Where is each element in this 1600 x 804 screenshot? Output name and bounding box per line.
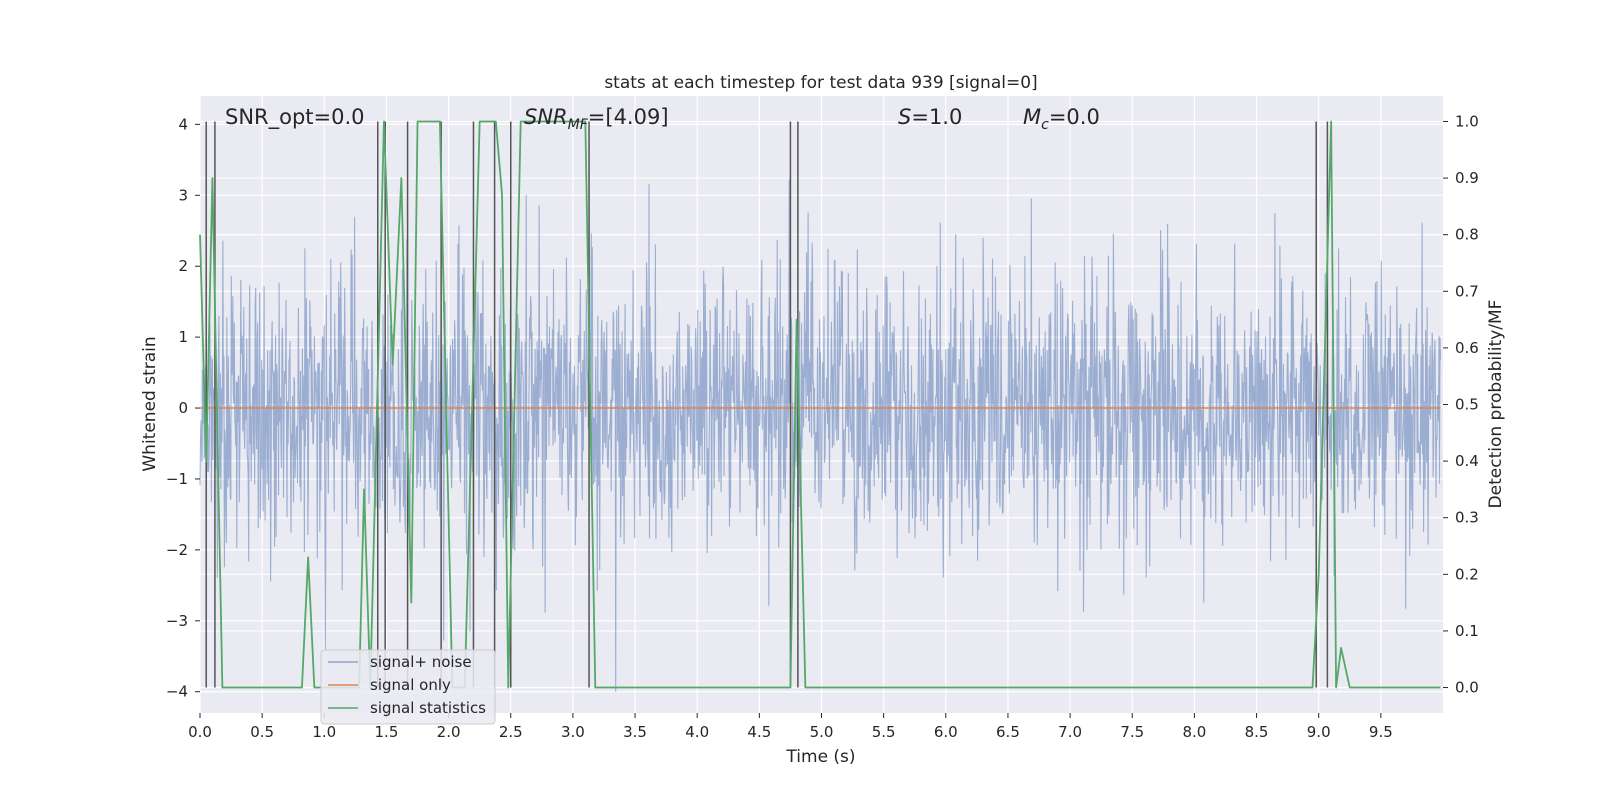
y-tick-label: 2: [178, 257, 188, 275]
y-tick-label: −3: [166, 612, 188, 630]
y-tick-label: 4: [178, 115, 188, 133]
x-tick-label: 6.0: [934, 723, 958, 741]
y2-tick-label: 0.6: [1455, 339, 1479, 357]
annotation-snr-mf-label: SNR: [524, 105, 568, 129]
y2-tick-label: 0.4: [1455, 452, 1479, 470]
x-tick-label: 2.5: [499, 723, 523, 741]
y2-tick-label: 0.9: [1455, 169, 1479, 187]
x-tick-label: 8.0: [1182, 723, 1206, 741]
annotation-snr-mf-value: =[4.09]: [588, 105, 669, 129]
legend-label-signal-noise: signal+ noise: [370, 653, 472, 671]
y2-tick-label: 0.5: [1455, 396, 1479, 414]
annotation-mc-sub: c: [1041, 117, 1049, 133]
y2-tick-label: 1.0: [1455, 112, 1479, 130]
x-tick-label: 3.5: [623, 723, 647, 741]
y-axis-label: Whitened strain: [140, 336, 160, 471]
legend-label-signal-only: signal only: [370, 676, 451, 694]
x-tick-label: 3.0: [561, 723, 585, 741]
y2-tick-label: 0.0: [1455, 679, 1479, 697]
annotation-snr-opt: SNR_opt=0.0: [225, 105, 365, 130]
legend-label-signal-statistics: signal statistics: [370, 699, 486, 717]
x-tick-label: 6.5: [996, 723, 1020, 741]
y2-axis-label: Detection probability/MF: [1486, 300, 1506, 509]
y2-axis-ticks: 0.0 0.1 0.2 0.3 0.4 0.5 0.6 0.7 0.8 0.9 1.0: [1443, 112, 1479, 697]
signal-noise-line: [199, 179, 1442, 692]
y-tick-label: −2: [166, 541, 188, 559]
y-axis-ticks: −4 −3 −2 −1 0 1 2 3 4: [166, 115, 200, 701]
x-tick-label: 9.5: [1369, 723, 1393, 741]
y2-tick-label: 0.8: [1455, 226, 1479, 244]
x-tick-label: 5.0: [810, 723, 834, 741]
annotations: SNR_opt=0.0 SNRMF=[4.09] S=1.0 Mc=0.0: [225, 105, 1100, 133]
grid: [199, 96, 1443, 713]
x-tick-label: 1.5: [375, 723, 399, 741]
y-tick-label: 0: [178, 399, 188, 417]
x-tick-label: 5.5: [872, 723, 896, 741]
x-tick-label: 0.0: [188, 723, 212, 741]
x-tick-label: 4.5: [747, 723, 771, 741]
annotation-snr-mf-sub: MF: [568, 117, 589, 133]
x-tick-label: 7.0: [1058, 723, 1082, 741]
x-tick-label: 9.0: [1307, 723, 1331, 741]
annotation-mc-value: =0.0: [1049, 105, 1100, 129]
y-tick-label: 1: [178, 328, 188, 346]
x-tick-label: 7.5: [1120, 723, 1144, 741]
legend-box: [320, 649, 496, 725]
annotation-mc-label: M: [1023, 105, 1041, 129]
y-tick-label: −1: [166, 470, 188, 488]
x-tick-label: 1.0: [312, 723, 336, 741]
y2-tick-label: 0.2: [1455, 565, 1479, 583]
signal-noise-series: [199, 179, 1442, 692]
chart-title: stats at each timestep for test data 939…: [604, 73, 1037, 93]
annotation-s: S=1.0: [898, 105, 962, 129]
x-axis-label: Time (s): [785, 747, 855, 767]
x-tick-label: 8.5: [1245, 723, 1269, 741]
y2-tick-label: 0.3: [1455, 509, 1479, 527]
y-tick-label: −4: [166, 683, 188, 701]
y-tick-label: 3: [178, 186, 188, 204]
y2-tick-label: 0.7: [1455, 282, 1479, 300]
x-tick-label: 4.0: [685, 723, 709, 741]
annotation-s-label: S: [898, 105, 911, 129]
y2-tick-label: 0.1: [1455, 622, 1479, 640]
x-tick-label: 0.5: [250, 723, 274, 741]
x-axis-ticks: 0.0 0.5 1.0 1.5 2.0 2.5 3.0 3.5 4.0 4.5 5.0 5.5 6.0 6…: [188, 713, 1393, 741]
annotation-s-value: =1.0: [911, 105, 962, 129]
x-tick-label: 2.0: [437, 723, 461, 741]
annotation-snr-mf: SNRMF=[4.09]: [524, 105, 669, 133]
annotation-mc: Mc=0.0: [1023, 105, 1100, 133]
legend[interactable]: signal+ noise signal only signal statist…: [320, 649, 496, 725]
